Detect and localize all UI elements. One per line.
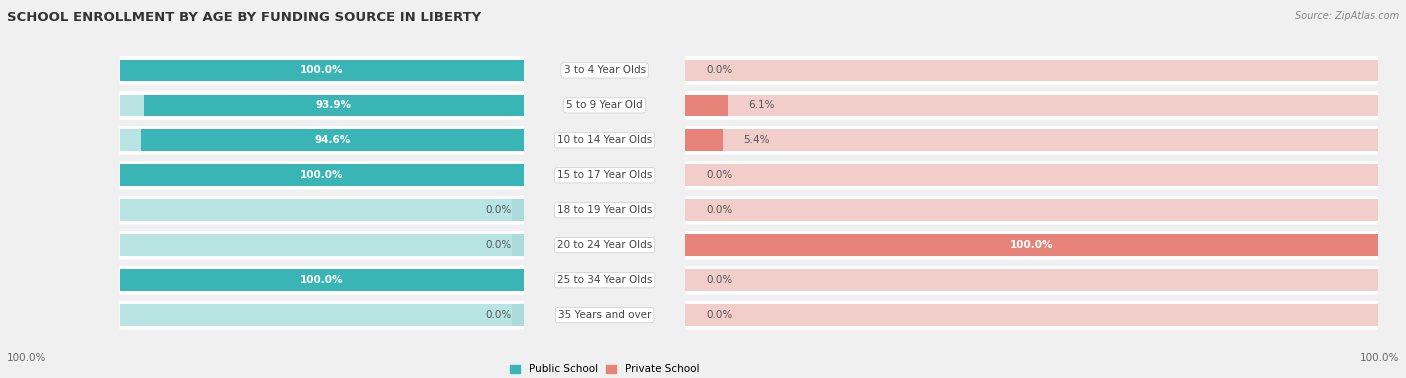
Text: 15 to 17 Year Olds: 15 to 17 Year Olds (557, 170, 652, 180)
FancyBboxPatch shape (120, 301, 524, 330)
Bar (120, 270, 524, 291)
FancyBboxPatch shape (120, 266, 524, 294)
Bar (686, 94, 728, 116)
FancyBboxPatch shape (686, 91, 1378, 120)
FancyBboxPatch shape (686, 126, 1378, 155)
Text: 0.0%: 0.0% (706, 310, 733, 320)
FancyBboxPatch shape (120, 231, 524, 260)
Text: 0.0%: 0.0% (706, 275, 733, 285)
Bar (686, 200, 1378, 221)
Text: SCHOOL ENROLLMENT BY AGE BY FUNDING SOURCE IN LIBERTY: SCHOOL ENROLLMENT BY AGE BY FUNDING SOUR… (7, 11, 481, 24)
Text: 0.0%: 0.0% (706, 205, 733, 215)
Bar (686, 234, 1378, 256)
Text: 0.0%: 0.0% (706, 65, 733, 75)
FancyBboxPatch shape (686, 161, 1378, 190)
Bar (686, 270, 1378, 291)
Text: 6.1%: 6.1% (748, 101, 775, 110)
Text: Source: ZipAtlas.com: Source: ZipAtlas.com (1295, 11, 1399, 21)
Text: 100.0%: 100.0% (1010, 240, 1053, 250)
Bar (512, 200, 524, 221)
Text: 100.0%: 100.0% (7, 353, 46, 363)
Bar (686, 60, 1378, 81)
Text: 0.0%: 0.0% (485, 310, 512, 320)
Text: 0.0%: 0.0% (706, 170, 733, 180)
Text: 25 to 34 Year Olds: 25 to 34 Year Olds (557, 275, 652, 285)
Bar (686, 164, 1378, 186)
Text: 10 to 14 Year Olds: 10 to 14 Year Olds (557, 135, 652, 145)
FancyBboxPatch shape (120, 56, 524, 85)
Bar (686, 94, 1378, 116)
FancyBboxPatch shape (686, 231, 1378, 260)
Text: 3 to 4 Year Olds: 3 to 4 Year Olds (564, 65, 645, 75)
Text: 0.0%: 0.0% (485, 205, 512, 215)
FancyBboxPatch shape (120, 91, 524, 120)
Bar (120, 164, 524, 186)
Bar (120, 304, 524, 326)
Text: 100.0%: 100.0% (1360, 353, 1399, 363)
Bar (512, 304, 524, 326)
Bar (512, 234, 524, 256)
Text: 35 Years and over: 35 Years and over (558, 310, 651, 320)
Bar (686, 130, 1378, 151)
FancyBboxPatch shape (120, 161, 524, 190)
FancyBboxPatch shape (120, 126, 524, 155)
Text: 93.9%: 93.9% (316, 101, 352, 110)
FancyBboxPatch shape (686, 56, 1378, 85)
Text: 100.0%: 100.0% (299, 170, 343, 180)
Bar (686, 234, 1378, 256)
Bar (686, 304, 1378, 326)
Bar (145, 94, 524, 116)
Bar (120, 200, 524, 221)
Bar (120, 94, 524, 116)
Text: 20 to 24 Year Olds: 20 to 24 Year Olds (557, 240, 652, 250)
Text: 0.0%: 0.0% (485, 240, 512, 250)
Bar (686, 130, 723, 151)
Text: 94.6%: 94.6% (315, 135, 350, 145)
FancyBboxPatch shape (686, 301, 1378, 330)
Text: 100.0%: 100.0% (299, 65, 343, 75)
Text: 5 to 9 Year Old: 5 to 9 Year Old (567, 101, 643, 110)
Bar (120, 270, 524, 291)
Bar (120, 234, 524, 256)
Bar (120, 60, 524, 81)
FancyBboxPatch shape (686, 196, 1378, 225)
Bar (120, 164, 524, 186)
FancyBboxPatch shape (120, 196, 524, 225)
Bar (120, 130, 524, 151)
Bar (142, 130, 524, 151)
FancyBboxPatch shape (686, 266, 1378, 294)
Text: 5.4%: 5.4% (744, 135, 770, 145)
Text: 18 to 19 Year Olds: 18 to 19 Year Olds (557, 205, 652, 215)
Bar (120, 60, 524, 81)
Text: 100.0%: 100.0% (299, 275, 343, 285)
Legend: Public School, Private School: Public School, Private School (506, 360, 703, 378)
